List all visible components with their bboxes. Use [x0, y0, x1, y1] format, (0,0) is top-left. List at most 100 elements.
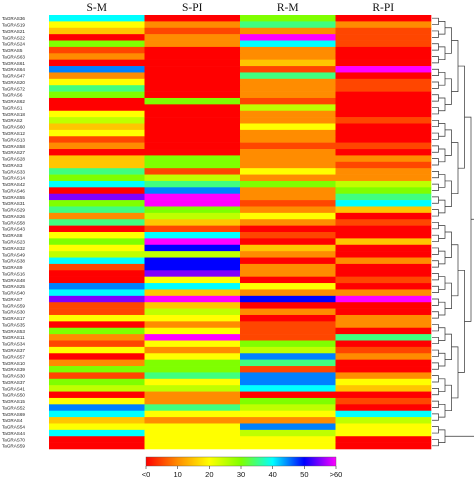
heatmap-cell: [240, 174, 336, 182]
heatmap-cell: [335, 366, 432, 373]
heatmap-cell: [49, 27, 145, 35]
heatmap-cell: [240, 200, 336, 207]
heatmap-cell: [144, 66, 241, 73]
heatmap-cell: [49, 85, 145, 92]
dendrogram-branch: [458, 269, 465, 373]
row-label: TaGRAS7: [2, 297, 23, 302]
row-label: TaGRAS50: [2, 393, 25, 398]
heatmap-cell: [240, 378, 336, 386]
row-label: TaGRAS11: [2, 335, 25, 340]
row-label: TaGRAS30: [2, 374, 25, 379]
heatmap-cell: [335, 149, 432, 156]
heatmap-cell: [335, 193, 432, 201]
heatmap-cell: [49, 21, 145, 29]
heatmap-cell: [144, 429, 241, 437]
heatmap-cell: [144, 117, 241, 124]
heatmap-cell: [144, 295, 241, 303]
dendrogram-branch: [432, 94, 439, 102]
heatmap-cell: [240, 238, 336, 246]
heatmap-cell: [240, 155, 336, 163]
dendrogram-branch: [451, 40, 459, 92]
heatmap-cell: [144, 359, 241, 367]
heatmap-cell: [335, 334, 432, 341]
heatmap-cell: [49, 142, 145, 150]
dendrogram-branch: [432, 273, 439, 281]
heatmap-cell: [335, 155, 432, 163]
heatmap-cell: [144, 200, 241, 207]
row-label: TaGRAS19: [2, 22, 25, 27]
heatmap-cell: [144, 193, 241, 201]
heatmap-cell: [49, 302, 145, 309]
heatmap-cell: [144, 72, 241, 80]
heatmap-cell: [335, 340, 432, 348]
heatmap-cell: [335, 308, 432, 316]
heatmap-cell: [240, 232, 336, 239]
heatmap-cell: [240, 27, 336, 35]
heatmap-cell: [335, 442, 432, 450]
row-label: TaGRAS15: [2, 399, 25, 404]
heatmap-cell: [144, 404, 241, 412]
heatmap-cell: [49, 155, 145, 163]
row-label: TaGRAS53: [2, 329, 25, 334]
dendrogram-branch: [451, 244, 459, 297]
heatmap-cell: [240, 225, 336, 233]
heatmap-cell: [240, 168, 336, 175]
dendrogram-branch: [438, 21, 446, 35]
heatmap-cell: [144, 340, 241, 348]
heatmap-cell: [240, 283, 336, 290]
row-label: TaGRAS35: [2, 322, 25, 327]
heatmap-cell: [144, 321, 241, 329]
heatmap-cell: [240, 187, 336, 195]
heatmap-cell: [335, 263, 432, 271]
heatmap-cell: [240, 340, 336, 348]
dendrogram-branch: [445, 333, 452, 360]
heatmap-cell: [49, 15, 145, 22]
heatmap-cell: [240, 327, 336, 335]
heatmap-cell: [49, 200, 145, 207]
heatmap-cell: [49, 353, 145, 360]
heatmap-cell: [335, 168, 432, 175]
heatmap-cell: [335, 174, 432, 182]
row-label: TaGRAS70: [2, 437, 25, 442]
dendrogram-branch: [432, 56, 439, 64]
heatmap-cell: [240, 123, 336, 131]
heatmap-cell: [49, 397, 145, 405]
row-label: TaGRAS31: [2, 201, 25, 206]
heatmap-cell: [49, 417, 145, 424]
heatmap-cell: [49, 46, 145, 54]
heatmap-cell: [49, 168, 145, 175]
heatmap-cell: [335, 238, 432, 246]
row-label: TaGRAS23: [2, 239, 25, 244]
heatmap-cell: [335, 391, 432, 399]
heatmap-cell: [240, 372, 336, 380]
heatmap-cell: [144, 53, 241, 60]
heatmap-cell: [240, 417, 336, 424]
heatmap-cell: [144, 104, 241, 112]
heatmap-cell: [49, 149, 145, 156]
heatmap-cell: [335, 40, 432, 48]
heatmap-cell: [144, 423, 241, 431]
row-label: TaGRAS14: [2, 176, 25, 181]
heatmap-cell: [335, 314, 432, 322]
heatmap-cell: [49, 314, 145, 322]
dendrogram-branch: [432, 247, 439, 255]
dendrogram-branch: [432, 285, 439, 293]
heatmap-cell: [144, 353, 241, 360]
heatmap-cell: [144, 270, 241, 277]
heatmap-cell: [49, 289, 145, 297]
dendrogram-branch: [464, 116, 472, 322]
heatmap-cell: [144, 346, 241, 354]
dendrogram-branch: [445, 27, 452, 54]
heatmap-cell: [335, 219, 432, 226]
heatmap-cell: [49, 104, 145, 112]
dendrogram-branch: [438, 174, 446, 188]
heatmap-cell: [49, 276, 145, 284]
legend-tick-label: 50: [300, 470, 308, 479]
heatmap-cell: [240, 142, 336, 150]
heatmap-cell: [49, 385, 145, 392]
column-label: S-M: [87, 2, 107, 14]
dendrogram-branch: [438, 199, 446, 214]
heatmap-cell: [49, 219, 145, 226]
heatmap-cell: [335, 359, 432, 367]
heatmap-cell: [144, 244, 241, 252]
